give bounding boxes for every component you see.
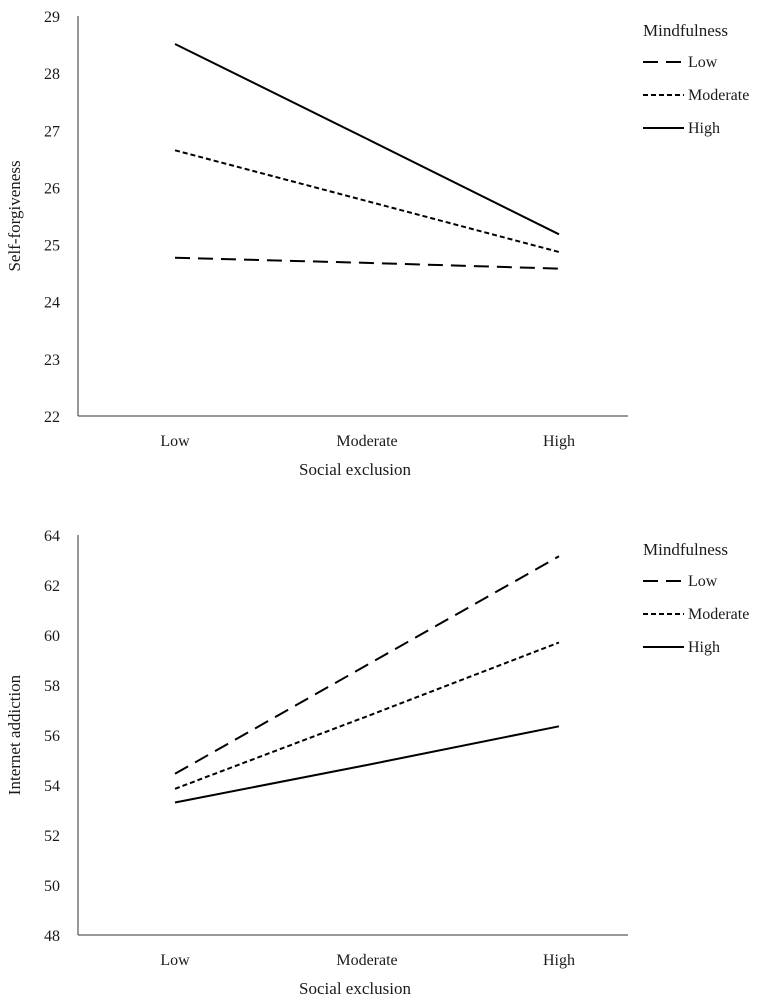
x-tick-label: High — [543, 952, 575, 969]
legend-label-moderate: Moderate — [688, 87, 749, 104]
x-axis-label: Social exclusion — [299, 979, 411, 998]
legend-label-low: Low — [688, 573, 718, 590]
legend-label-high: High — [688, 120, 720, 137]
legend-label-low: Low — [688, 54, 718, 71]
legend-entries: Low Moderate High — [643, 54, 749, 137]
legend-label-high: High — [688, 639, 720, 656]
y-axis-label: Internet addiction — [5, 674, 24, 795]
y-tick-label: 56 — [44, 728, 60, 745]
x-tick-label: High — [543, 433, 575, 450]
x-tick-label: Low — [160, 433, 190, 450]
series-line-high — [174, 725, 560, 804]
series-line-low — [174, 256, 560, 270]
legend: Mindfulness Low Moderate High — [643, 540, 749, 656]
series-lines — [174, 555, 560, 804]
legend-title: Mindfulness — [643, 540, 728, 559]
y-axis-label: Self-forgiveness — [5, 160, 24, 271]
y-tick-label: 28 — [44, 66, 60, 83]
legend-entries: Low Moderate High — [643, 573, 749, 656]
y-tick-label: 25 — [44, 238, 60, 255]
x-axis-label: Social exclusion — [299, 460, 411, 479]
y-tick-label: 60 — [44, 628, 60, 645]
y-tick-label: 27 — [44, 123, 60, 140]
x-tick-labels: Low Moderate High — [160, 952, 575, 969]
y-tick-label: 58 — [44, 678, 60, 695]
series-line-moderate — [174, 149, 560, 253]
chart-internet-addiction: 48 50 52 54 56 58 60 62 64 Low Moderate High Socia… — [5, 528, 749, 998]
y-tick-label: 62 — [44, 578, 60, 595]
y-tick-label: 54 — [44, 778, 60, 795]
x-tick-labels: Low Moderate High — [160, 433, 575, 450]
legend-title: Mindfulness — [643, 21, 728, 40]
legend: Mindfulness Low Moderate High — [643, 21, 749, 137]
series-line-moderate — [174, 641, 560, 790]
y-tick-labels: 22 23 24 25 26 27 28 29 — [44, 9, 60, 426]
y-tick-label: 23 — [44, 352, 60, 369]
chart-self-forgiveness: 22 23 24 25 26 27 28 29 Low Moderate High Social … — [5, 9, 749, 479]
series-line-low — [174, 555, 560, 775]
y-tick-label: 64 — [44, 528, 60, 545]
legend-label-moderate: Moderate — [688, 606, 749, 623]
series-lines — [174, 43, 560, 270]
x-tick-label: Moderate — [336, 952, 397, 969]
y-tick-label: 24 — [44, 295, 60, 312]
y-tick-label: 22 — [44, 409, 60, 426]
y-tick-labels: 48 50 52 54 56 58 60 62 64 — [44, 528, 60, 945]
y-tick-label: 52 — [44, 828, 60, 845]
x-tick-label: Moderate — [336, 433, 397, 450]
series-line-high — [174, 43, 560, 236]
y-tick-label: 50 — [44, 878, 60, 895]
y-tick-label: 26 — [44, 180, 60, 197]
y-tick-label: 29 — [44, 9, 60, 26]
y-tick-label: 48 — [44, 928, 60, 945]
x-tick-label: Low — [160, 952, 190, 969]
